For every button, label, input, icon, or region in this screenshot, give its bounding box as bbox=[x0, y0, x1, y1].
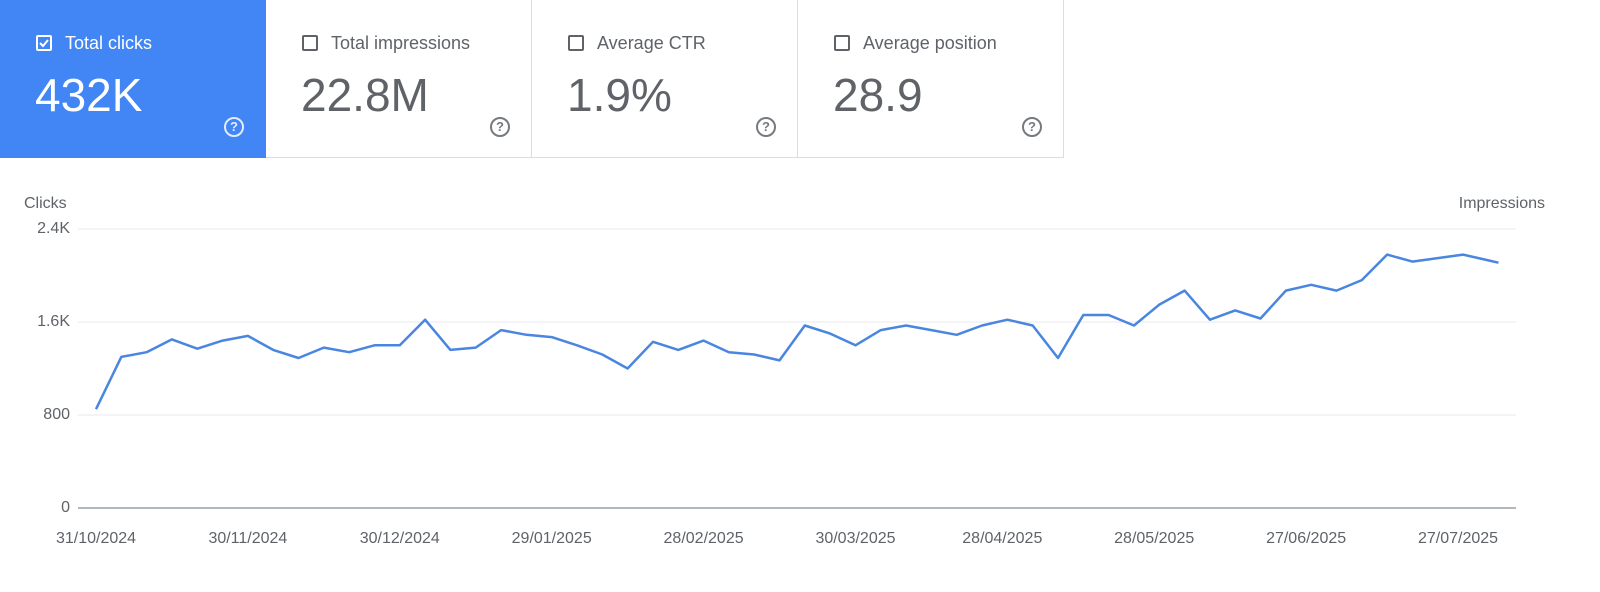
x-tick-label: 27/06/2025 bbox=[1266, 530, 1346, 547]
metric-card[interactable]: Total clicks 432K? bbox=[0, 0, 266, 158]
metric-label: Average CTR bbox=[597, 33, 706, 53]
x-tick-label: 30/12/2024 bbox=[360, 530, 440, 547]
help-icon[interactable]: ? bbox=[1022, 117, 1042, 137]
metric-label: Average position bbox=[863, 33, 997, 53]
metric-card[interactable]: Total impressions 22.8M? bbox=[266, 0, 532, 158]
x-tick-label: 29/01/2025 bbox=[512, 530, 592, 547]
y-tick-label: 1.6K bbox=[37, 313, 70, 330]
y-tick-label: 2.4K bbox=[37, 220, 70, 237]
metric-value: 432K bbox=[35, 69, 143, 121]
clicks-line bbox=[94, 253, 1499, 410]
y-axis-label: Clicks bbox=[24, 195, 67, 212]
metric-card[interactable]: Average position 28.9? bbox=[798, 0, 1064, 158]
x-tick-label: 30/03/2025 bbox=[815, 530, 895, 547]
checkbox[interactable] bbox=[568, 35, 584, 51]
checkbox[interactable] bbox=[834, 35, 850, 51]
metric-card[interactable]: Average CTR 1.9%? bbox=[532, 0, 798, 158]
y-tick-label: 0 bbox=[61, 499, 70, 516]
checkbox[interactable] bbox=[36, 35, 52, 51]
help-icon[interactable]: ? bbox=[224, 117, 244, 137]
metric-value: 28.9 bbox=[833, 69, 923, 121]
x-tick-label: 28/04/2025 bbox=[962, 530, 1042, 547]
help-icon[interactable]: ? bbox=[490, 117, 510, 137]
metric-label: Total clicks bbox=[65, 33, 153, 53]
checkbox[interactable] bbox=[302, 35, 318, 51]
x-tick-label: 31/10/2024 bbox=[56, 530, 136, 547]
help-icon[interactable]: ? bbox=[756, 117, 776, 137]
x-tick-label: 28/05/2025 bbox=[1114, 530, 1194, 547]
check-mark bbox=[39, 39, 49, 48]
metric-label: Total impressions bbox=[331, 33, 471, 53]
x-tick-label: 30/11/2024 bbox=[208, 530, 287, 547]
y-tick-label: 800 bbox=[43, 406, 70, 423]
x-tick-label: 27/07/2025 bbox=[1418, 530, 1498, 547]
metric-value: 22.8M bbox=[301, 69, 429, 121]
x-tick-label: 28/02/2025 bbox=[664, 530, 744, 547]
y2-axis-label: Impressions bbox=[1459, 195, 1545, 212]
metric-value: 1.9% bbox=[567, 69, 672, 121]
